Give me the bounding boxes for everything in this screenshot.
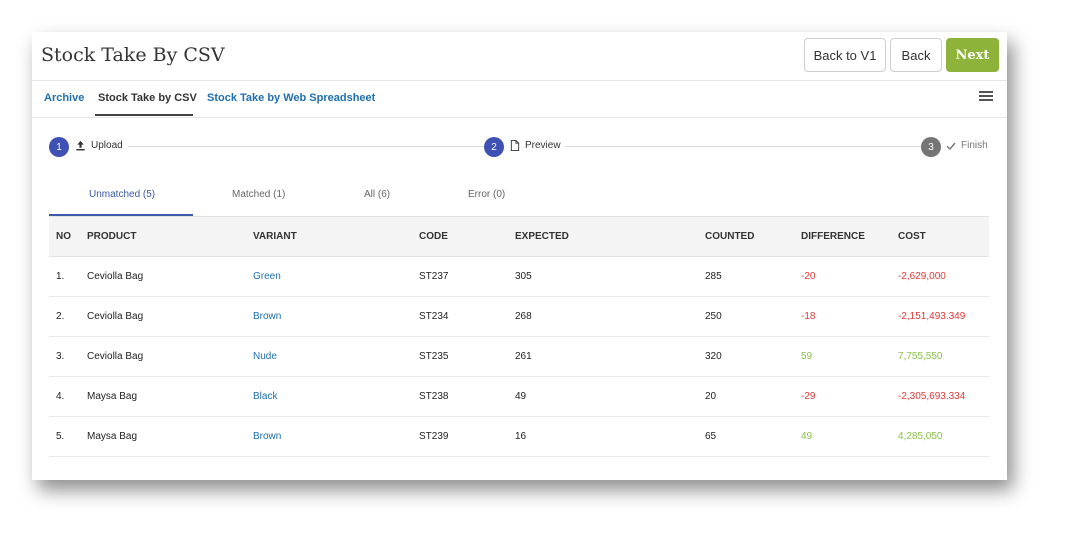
variant-link[interactable]: Black [253, 391, 278, 402]
product-name: Ceviolla Bag [87, 311, 144, 322]
step-upload: Upload [75, 140, 123, 151]
difference-value: 59 [801, 351, 813, 362]
tab-archive[interactable]: Archive [44, 92, 85, 104]
variant-link[interactable]: Green [253, 271, 281, 282]
active-subtab-indicator [49, 214, 193, 216]
variant-link[interactable]: Nude [253, 351, 277, 362]
upload-icon [76, 140, 85, 151]
product-name: Maysa Bag [87, 431, 138, 442]
difference-value: -18 [801, 311, 816, 322]
tab-all[interactable]: All (6) [364, 189, 391, 200]
result-tabs: Unmatched (5) Matched (1) All (6) Error … [49, 180, 989, 216]
difference-value: -29 [801, 391, 816, 402]
expected-qty: 16 [515, 431, 527, 442]
tab-stock-take-by-csv[interactable]: Stock Take by CSV [98, 92, 197, 104]
back-button[interactable]: Back [890, 38, 942, 72]
row-number: 5. [56, 431, 65, 442]
column-header-difference[interactable]: DIFFERENCE [801, 231, 865, 242]
step-connector [128, 146, 484, 147]
nav-tabs: Archive Stock Take by CSV Stock Take by … [32, 81, 1007, 118]
counted-qty: 250 [705, 311, 722, 322]
cost-value: -2,151,493.349 [898, 311, 966, 322]
active-tab-indicator [95, 114, 193, 116]
difference-value: 49 [801, 431, 813, 442]
tab-stock-take-by-web-spreadsheet[interactable]: Stock Take by Web Spreadsheet [207, 92, 376, 104]
variant-link[interactable]: Brown [253, 431, 282, 442]
product-code: ST234 [419, 311, 449, 322]
counted-qty: 20 [705, 391, 717, 402]
step-upload-label: Upload [91, 140, 123, 151]
product-name: Ceviolla Bag [87, 351, 144, 362]
table-row: 2. Ceviolla Bag Brown ST234 268 250 -18 … [49, 297, 989, 337]
file-icon [510, 140, 520, 151]
column-header-counted[interactable]: COUNTED [705, 231, 755, 242]
row-number: 3. [56, 351, 65, 362]
step-finish-label: Finish [961, 140, 988, 151]
page-title: Stock Take By CSV [41, 44, 225, 66]
column-header-no[interactable]: NO [56, 231, 71, 242]
difference-value: -20 [801, 271, 816, 282]
counted-qty: 285 [705, 271, 722, 282]
column-header-product[interactable]: PRODUCT [87, 231, 137, 242]
table-header-row: NO PRODUCT VARIANT CODE EXPECTED COUNTED… [49, 216, 989, 257]
step-3-circle: 3 [921, 137, 941, 157]
column-header-cost[interactable]: COST [898, 231, 926, 242]
counted-qty: 65 [705, 431, 717, 442]
variant-link[interactable]: Brown [253, 311, 282, 322]
cost-value: 4,285,050 [898, 431, 943, 442]
table-row: 3. Ceviolla Bag Nude ST235 261 320 59 7,… [49, 337, 989, 377]
cost-value: 7,755,550 [898, 351, 943, 362]
tab-matched[interactable]: Matched (1) [232, 189, 286, 200]
product-name: Maysa Bag [87, 391, 138, 402]
hamburger-menu-icon[interactable] [979, 89, 993, 103]
product-code: ST238 [419, 391, 449, 402]
back-to-v1-button[interactable]: Back to V1 [804, 38, 886, 72]
next-button[interactable]: Next [946, 38, 999, 72]
stock-take-card: Stock Take By CSV Back to V1 Back Next A… [32, 32, 1007, 480]
step-2-circle: 2 [484, 137, 504, 157]
row-number: 2. [56, 311, 65, 322]
product-name: Ceviolla Bag [87, 271, 144, 282]
stepper: 1 Upload 2 Preview 3 Finish [32, 137, 1007, 157]
check-icon [946, 142, 956, 150]
page-header: Stock Take By CSV Back to V1 Back Next [32, 32, 1007, 81]
expected-qty: 49 [515, 391, 527, 402]
table-row: 4. Maysa Bag Black ST238 49 20 -29 -2,30… [49, 377, 989, 417]
cost-value: -2,305,693.334 [898, 391, 966, 402]
step-1-circle: 1 [49, 137, 69, 157]
column-header-variant[interactable]: VARIANT [253, 231, 297, 242]
expected-qty: 268 [515, 311, 532, 322]
table-row: 5. Maysa Bag Brown ST239 16 65 49 4,285,… [49, 417, 989, 457]
column-header-expected[interactable]: EXPECTED [515, 231, 569, 242]
expected-qty: 305 [515, 271, 532, 282]
column-header-code[interactable]: CODE [419, 231, 448, 242]
step-connector [565, 146, 941, 147]
unmatched-table: NO PRODUCT VARIANT CODE EXPECTED COUNTED… [49, 216, 989, 457]
tab-error[interactable]: Error (0) [468, 189, 506, 200]
counted-qty: 320 [705, 351, 722, 362]
row-number: 4. [56, 391, 65, 402]
table-row: 1. Ceviolla Bag Green ST237 305 285 -20 … [49, 257, 989, 297]
product-code: ST235 [419, 351, 449, 362]
step-preview: Preview [510, 140, 561, 151]
expected-qty: 261 [515, 351, 532, 362]
tab-unmatched[interactable]: Unmatched (5) [89, 189, 156, 200]
step-finish: Finish [946, 140, 988, 151]
cost-value: -2,629,000 [898, 271, 946, 282]
product-code: ST239 [419, 431, 449, 442]
row-number: 1. [56, 271, 65, 282]
step-preview-label: Preview [525, 140, 561, 151]
product-code: ST237 [419, 271, 449, 282]
